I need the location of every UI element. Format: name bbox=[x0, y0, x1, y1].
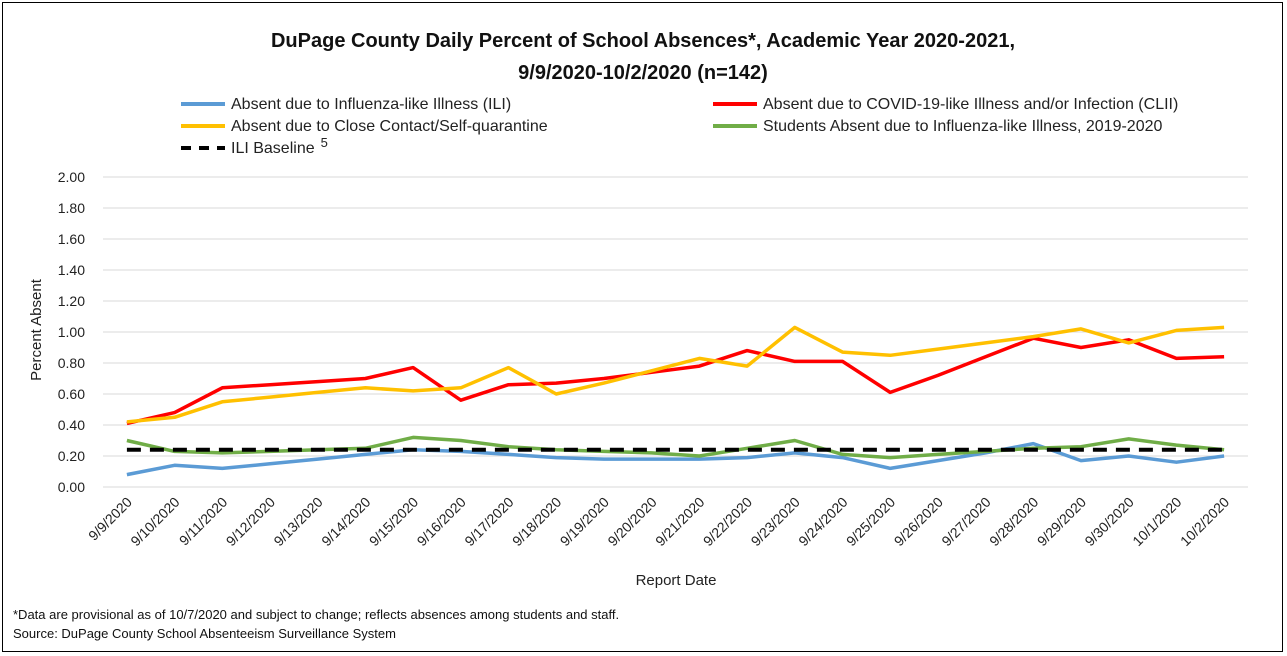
x-tick-label: 9/15/2020 bbox=[366, 494, 422, 550]
x-tick-label: 9/24/2020 bbox=[795, 494, 851, 550]
y-tick-label: 1.60 bbox=[58, 231, 85, 247]
y-axis-title: Percent Absent bbox=[28, 278, 45, 381]
legend-label-4: ILI Baseline 5 bbox=[231, 135, 328, 157]
x-tick-label: 9/23/2020 bbox=[748, 494, 804, 550]
y-axis-ticks: 0.00 0.20 0.40 0.60 0.80 1.00 1.20 1.40 1.60 1.80… bbox=[58, 169, 85, 495]
footnote-source: Source: DuPage County School Absenteeism… bbox=[13, 626, 396, 641]
x-tick-label: 9/25/2020 bbox=[843, 494, 899, 550]
x-tick-label: 9/19/2020 bbox=[557, 494, 613, 550]
chart-title-line2: 9/9/2020-10/2/2020 (n=142) bbox=[518, 62, 768, 84]
y-tick-label: 0.00 bbox=[58, 479, 85, 495]
y-tick-label: 0.20 bbox=[58, 448, 85, 464]
y-tick-label: 1.00 bbox=[58, 324, 85, 340]
x-tick-label: 9/17/2020 bbox=[461, 494, 517, 550]
y-tick-label: 0.40 bbox=[58, 417, 85, 433]
x-tick-label: 9/28/2020 bbox=[986, 494, 1042, 550]
x-tick-label: 9/20/2020 bbox=[604, 494, 660, 550]
x-axis-ticks: 9/9/20209/10/20209/11/20209/12/20209/13/… bbox=[85, 494, 1232, 550]
x-tick-label: 9/27/2020 bbox=[938, 494, 994, 550]
legend-label-3: Students Absent due to Influenza-like Il… bbox=[763, 118, 1162, 135]
y-tick-label: 1.20 bbox=[58, 293, 85, 309]
x-tick-label: 9/30/2020 bbox=[1081, 494, 1137, 550]
series-line-1 bbox=[126, 336, 1225, 426]
series-lines bbox=[126, 325, 1225, 477]
legend: Absent due to Influenza-like Illness (IL… bbox=[181, 96, 1178, 157]
x-tick-label: 10/1/2020 bbox=[1129, 494, 1185, 550]
chart-title-line1: DuPage County Daily Percent of School Ab… bbox=[271, 30, 1015, 52]
x-tick-label: 9/21/2020 bbox=[652, 494, 708, 550]
y-tick-label: 1.80 bbox=[58, 200, 85, 216]
x-tick-label: 9/22/2020 bbox=[700, 494, 756, 550]
footnote-provisional: *Data are provisional as of 10/7/2020 an… bbox=[13, 607, 620, 622]
x-axis-title: Report Date bbox=[636, 572, 717, 589]
x-tick-label: 9/29/2020 bbox=[1034, 494, 1090, 550]
x-tick-label: 9/13/2020 bbox=[270, 494, 326, 550]
y-tick-label: 0.60 bbox=[58, 386, 85, 402]
x-tick-label: 9/9/2020 bbox=[85, 494, 135, 544]
series-line-3 bbox=[126, 435, 1225, 460]
y-tick-label: 2.00 bbox=[58, 169, 85, 185]
series-line-2 bbox=[126, 325, 1225, 424]
y-tick-label: 1.40 bbox=[58, 262, 85, 278]
gridlines bbox=[103, 176, 1248, 488]
line-chart: DuPage County Daily Percent of School Ab… bbox=[28, 30, 1248, 589]
x-tick-label: 9/26/2020 bbox=[891, 494, 947, 550]
x-tick-label: 9/14/2020 bbox=[318, 494, 374, 550]
x-tick-label: 9/18/2020 bbox=[509, 494, 565, 550]
legend-label-1: Absent due to COVID-19-like Illness and/… bbox=[763, 96, 1178, 113]
x-tick-label: 9/10/2020 bbox=[127, 494, 183, 550]
y-tick-label: 0.80 bbox=[58, 355, 85, 371]
x-tick-label: 9/12/2020 bbox=[223, 494, 279, 550]
x-tick-label: 9/16/2020 bbox=[414, 494, 470, 550]
x-tick-label: 9/11/2020 bbox=[176, 494, 231, 549]
x-tick-label: 10/2/2020 bbox=[1177, 494, 1233, 550]
legend-label-0: Absent due to Influenza-like Illness (IL… bbox=[231, 96, 511, 113]
legend-label-2: Absent due to Close Contact/Self-quarant… bbox=[231, 118, 548, 135]
